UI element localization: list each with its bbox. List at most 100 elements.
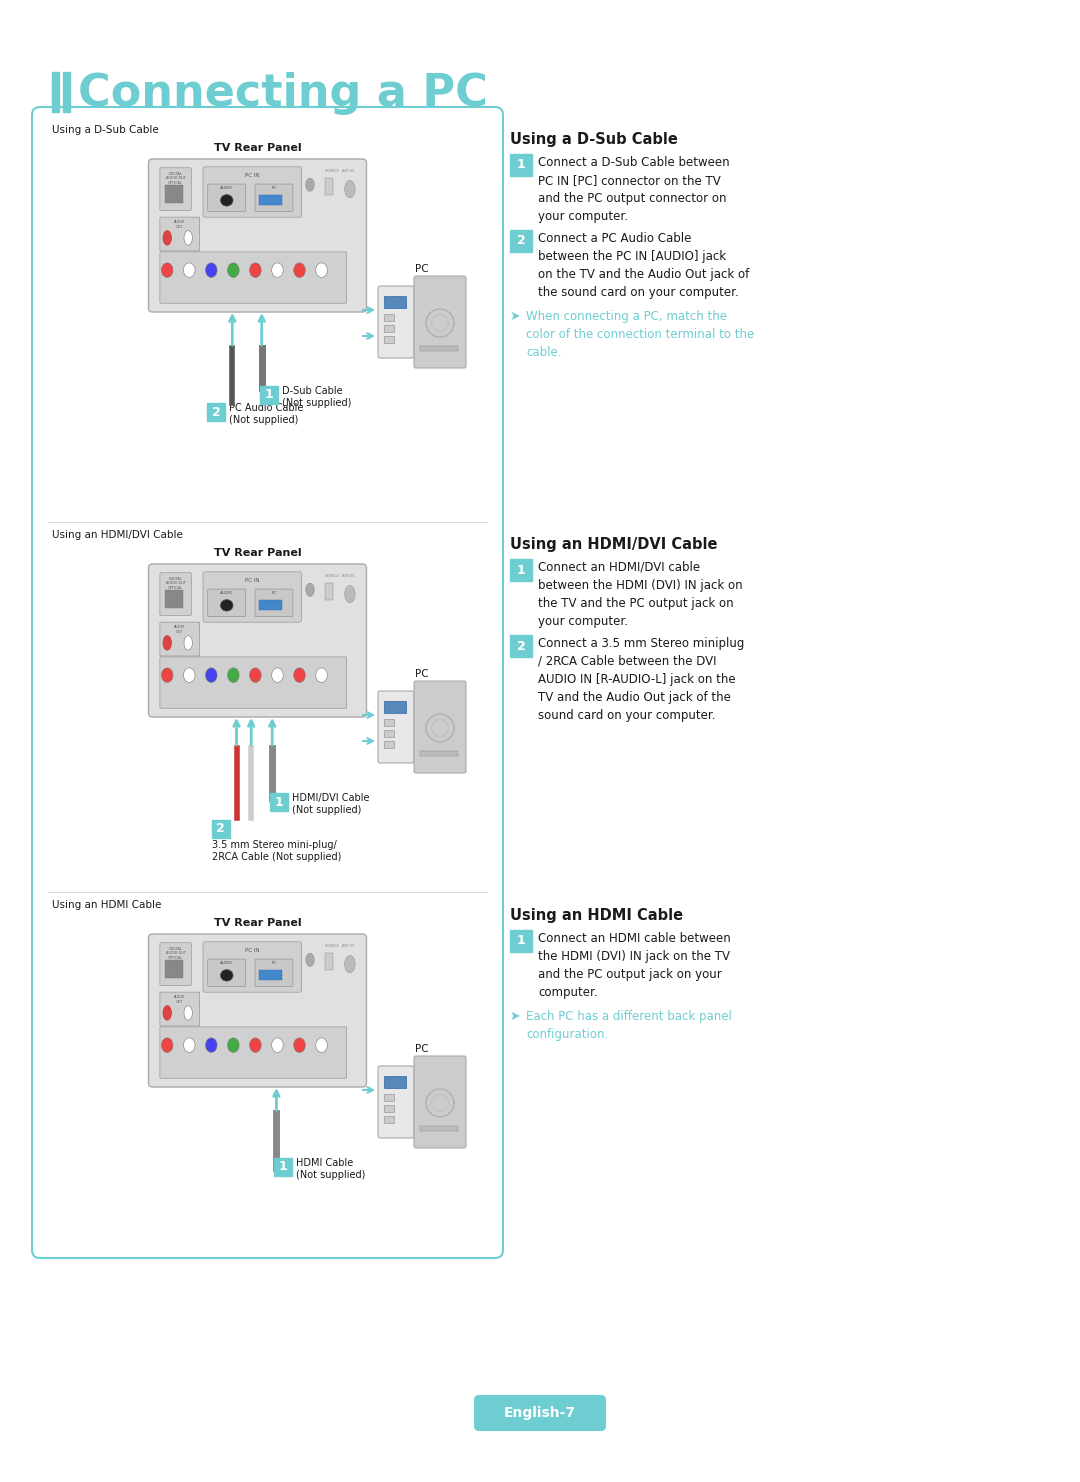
Text: SERVICE: SERVICE	[325, 944, 339, 948]
Ellipse shape	[315, 668, 327, 682]
Ellipse shape	[161, 668, 173, 682]
FancyBboxPatch shape	[378, 1066, 414, 1138]
FancyBboxPatch shape	[160, 1027, 347, 1079]
Text: TV Rear Panel: TV Rear Panel	[214, 548, 301, 559]
Bar	[384, 336, 394, 342]
FancyBboxPatch shape	[160, 252, 347, 304]
Text: DIGITAL
AUDIO OUT
OPTICAL: DIGITAL AUDIO OUT OPTICAL	[165, 947, 186, 960]
Bar	[165, 960, 183, 978]
Bar	[259, 385, 278, 405]
Bar	[274, 1157, 293, 1177]
FancyBboxPatch shape	[203, 572, 301, 622]
FancyBboxPatch shape	[207, 588, 245, 617]
Bar	[52, 73, 59, 113]
Text: AUDIO: AUDIO	[220, 962, 233, 965]
Text: 3.5 mm Stereo mini-plug/
2RCA Cable (Not supplied): 3.5 mm Stereo mini-plug/ 2RCA Cable (Not…	[212, 840, 341, 861]
Bar	[259, 196, 282, 205]
Ellipse shape	[228, 1037, 239, 1052]
Ellipse shape	[184, 231, 192, 245]
Text: Using an HDMI Cable: Using an HDMI Cable	[510, 908, 684, 923]
Ellipse shape	[163, 1006, 172, 1020]
Ellipse shape	[163, 636, 172, 651]
Text: 2: 2	[216, 823, 225, 836]
Bar	[325, 178, 333, 196]
Ellipse shape	[306, 178, 314, 191]
FancyBboxPatch shape	[378, 286, 414, 359]
Bar	[384, 1094, 394, 1101]
Text: Connect a 3.5 mm Stereo miniplug
/ 2RCA Cable between the DVI
AUDIO IN [R-AUDIO-: Connect a 3.5 mm Stereo miniplug / 2RCA …	[538, 637, 744, 722]
Bar	[384, 741, 394, 748]
FancyBboxPatch shape	[414, 276, 465, 368]
Text: 2: 2	[516, 640, 525, 652]
FancyBboxPatch shape	[414, 1057, 465, 1149]
Text: Connect a PC Audio Cable
between the PC IN [AUDIO] jack
on the TV and the Audio : Connect a PC Audio Cable between the PC …	[538, 233, 750, 299]
FancyBboxPatch shape	[160, 574, 191, 615]
Text: TV Rear Panel: TV Rear Panel	[214, 142, 301, 153]
Text: 1: 1	[516, 563, 525, 576]
Bar	[325, 953, 333, 969]
FancyBboxPatch shape	[207, 959, 245, 987]
Ellipse shape	[249, 1037, 261, 1052]
Ellipse shape	[249, 668, 261, 682]
Text: TV Rear Panel: TV Rear Panel	[214, 917, 301, 928]
Bar	[384, 1116, 394, 1123]
Text: AUDIO: AUDIO	[220, 591, 233, 596]
Ellipse shape	[220, 969, 233, 981]
Text: PC: PC	[415, 668, 429, 679]
Text: Connecting a PC: Connecting a PC	[78, 73, 488, 116]
Bar	[384, 731, 394, 737]
Ellipse shape	[228, 262, 239, 277]
Ellipse shape	[306, 584, 314, 596]
FancyBboxPatch shape	[474, 1395, 606, 1432]
Text: Using an HDMI Cable: Using an HDMI Cable	[52, 900, 161, 910]
Text: PC IN: PC IN	[245, 948, 259, 953]
Text: DIGITAL
AUDIO OUT
OPTICAL: DIGITAL AUDIO OUT OPTICAL	[165, 576, 186, 590]
Text: SERVICE: SERVICE	[325, 574, 339, 578]
Text: 1: 1	[516, 159, 525, 172]
Text: Connect a D-Sub Cable between
PC IN [PC] connector on the TV
and the PC output c: Connect a D-Sub Cable between PC IN [PC]…	[538, 156, 730, 222]
Ellipse shape	[161, 1037, 173, 1052]
Ellipse shape	[294, 1037, 306, 1052]
Bar	[63, 73, 70, 113]
Bar	[259, 600, 282, 611]
Bar	[420, 1126, 458, 1131]
Text: 2: 2	[212, 406, 220, 418]
Bar	[270, 793, 288, 811]
Bar	[384, 701, 406, 713]
Bar	[165, 185, 183, 203]
Text: ANT IN: ANT IN	[341, 944, 353, 948]
Ellipse shape	[345, 181, 355, 197]
Ellipse shape	[272, 1037, 283, 1052]
FancyBboxPatch shape	[255, 184, 293, 212]
Ellipse shape	[184, 636, 192, 651]
Bar	[384, 296, 406, 308]
Ellipse shape	[272, 668, 283, 682]
Ellipse shape	[220, 600, 233, 611]
Ellipse shape	[163, 231, 172, 245]
Text: ➤: ➤	[510, 1011, 521, 1023]
Text: PC IN: PC IN	[245, 173, 259, 178]
Text: Connect an HDMI cable between
the HDMI (DVI) IN jack on the TV
and the PC output: Connect an HDMI cable between the HDMI (…	[538, 932, 731, 999]
Bar	[259, 971, 282, 980]
Text: AUDIO: AUDIO	[220, 187, 233, 190]
Bar	[420, 345, 458, 351]
Text: PC Audio Cable
(Not supplied): PC Audio Cable (Not supplied)	[229, 403, 303, 425]
Ellipse shape	[249, 262, 261, 277]
FancyBboxPatch shape	[160, 991, 200, 1026]
Text: Using a D-Sub Cable: Using a D-Sub Cable	[52, 124, 159, 135]
Bar	[212, 820, 229, 837]
Bar	[165, 590, 183, 608]
Bar	[384, 1106, 394, 1112]
FancyBboxPatch shape	[378, 691, 414, 763]
Ellipse shape	[220, 194, 233, 206]
Bar	[325, 582, 333, 600]
Ellipse shape	[315, 262, 327, 277]
Text: PC: PC	[415, 1043, 429, 1054]
Ellipse shape	[205, 1037, 217, 1052]
Text: ANT IN: ANT IN	[341, 574, 353, 578]
Text: AUDIO
OUT: AUDIO OUT	[174, 221, 186, 228]
Ellipse shape	[184, 1006, 192, 1020]
Ellipse shape	[294, 668, 306, 682]
Bar	[384, 719, 394, 726]
FancyBboxPatch shape	[149, 159, 366, 313]
